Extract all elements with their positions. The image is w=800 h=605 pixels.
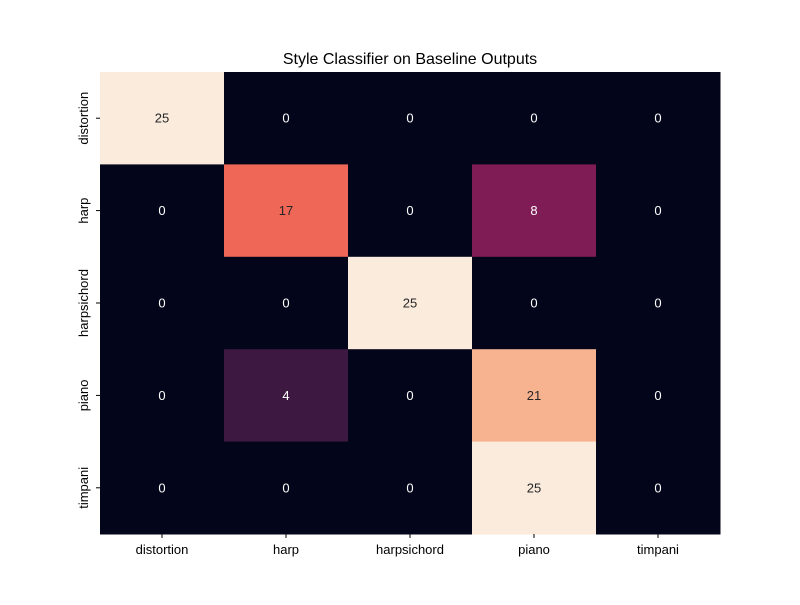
y-tick-label: harp: [76, 198, 91, 224]
heatmap-cell: [224, 72, 349, 165]
heatmap-cell: [472, 256, 597, 350]
heatmap-cell: [596, 256, 721, 350]
x-tick-label: timpani: [637, 542, 679, 557]
cell-value-label: 0: [654, 480, 661, 495]
cell-value-label: 25: [155, 111, 169, 126]
heatmap-cell: [100, 72, 225, 165]
cell-value-label: 0: [158, 203, 165, 218]
y-tick-label: harpsichord: [76, 269, 91, 337]
cell-value-label: 0: [282, 111, 289, 126]
cell-annotations: 25 0 0 0 0 0 17 0 8 0 0 0 25 0 0 0 4 0 21 0 0 0 0 25 0: [155, 111, 662, 496]
cell-value-label: 0: [406, 388, 413, 403]
heatmap-cell: [224, 441, 349, 535]
x-axis: distortion harp harpsichord piano timpani: [136, 534, 679, 557]
cell-value-label: 4: [282, 388, 289, 403]
cell-value-label: 21: [527, 388, 541, 403]
heatmap-cell: [348, 164, 473, 258]
cell-value-label: 0: [654, 111, 661, 126]
cell-value-label: 0: [530, 296, 537, 311]
heatmap-cell: [100, 256, 225, 350]
cell-value-label: 0: [406, 203, 413, 218]
heatmap-cell: [348, 72, 473, 165]
heatmap-cell: [348, 349, 473, 443]
cell-value-label: 0: [158, 388, 165, 403]
cell-value-label: 0: [158, 296, 165, 311]
x-tick-label: harp: [273, 542, 299, 557]
heatmap-cell: [596, 164, 721, 258]
cell-value-label: 0: [406, 111, 413, 126]
heatmap-cell: [224, 349, 349, 443]
heatmap-cell: [472, 349, 597, 443]
heatmap-cell: [224, 164, 349, 258]
heatmap-cell: [596, 349, 721, 443]
y-tick-label: timpani: [76, 467, 91, 509]
x-tick-label: harpsichord: [376, 542, 444, 557]
heatmap-cell: [472, 72, 597, 165]
cell-value-label: 0: [282, 480, 289, 495]
heatmap-cell: [100, 441, 225, 535]
cell-value-label: 8: [530, 203, 537, 218]
heatmap-cell: [100, 349, 225, 443]
heatmap-cell: [348, 256, 473, 350]
cell-value-label: 25: [527, 480, 541, 495]
heatmap-cell: [348, 441, 473, 535]
heatmap-cells: [100, 72, 721, 535]
y-tick-label: distortion: [76, 92, 91, 145]
cell-value-label: 0: [282, 296, 289, 311]
heatmap-cell: [472, 441, 597, 535]
cell-value-label: 17: [279, 203, 293, 218]
y-tick-label: piano: [76, 379, 91, 411]
cell-value-label: 0: [406, 480, 413, 495]
x-tick-label: distortion: [136, 542, 189, 557]
cell-value-label: 25: [403, 296, 417, 311]
heatmap-cell: [596, 441, 721, 535]
cell-value-label: 0: [654, 296, 661, 311]
y-axis: distortion harp harpsichord piano timpani: [76, 92, 100, 509]
x-tick-label: piano: [518, 542, 550, 557]
cell-value-label: 0: [654, 203, 661, 218]
chart-title: Style Classifier on Baseline Outputs: [283, 51, 537, 68]
heatmap-cell: [596, 72, 721, 165]
cell-value-label: 0: [530, 111, 537, 126]
heatmap-cell: [472, 164, 597, 258]
cell-value-label: 0: [158, 480, 165, 495]
heatmap-cell: [100, 164, 225, 258]
cell-value-label: 0: [654, 388, 661, 403]
heatmap-cell: [224, 256, 349, 350]
